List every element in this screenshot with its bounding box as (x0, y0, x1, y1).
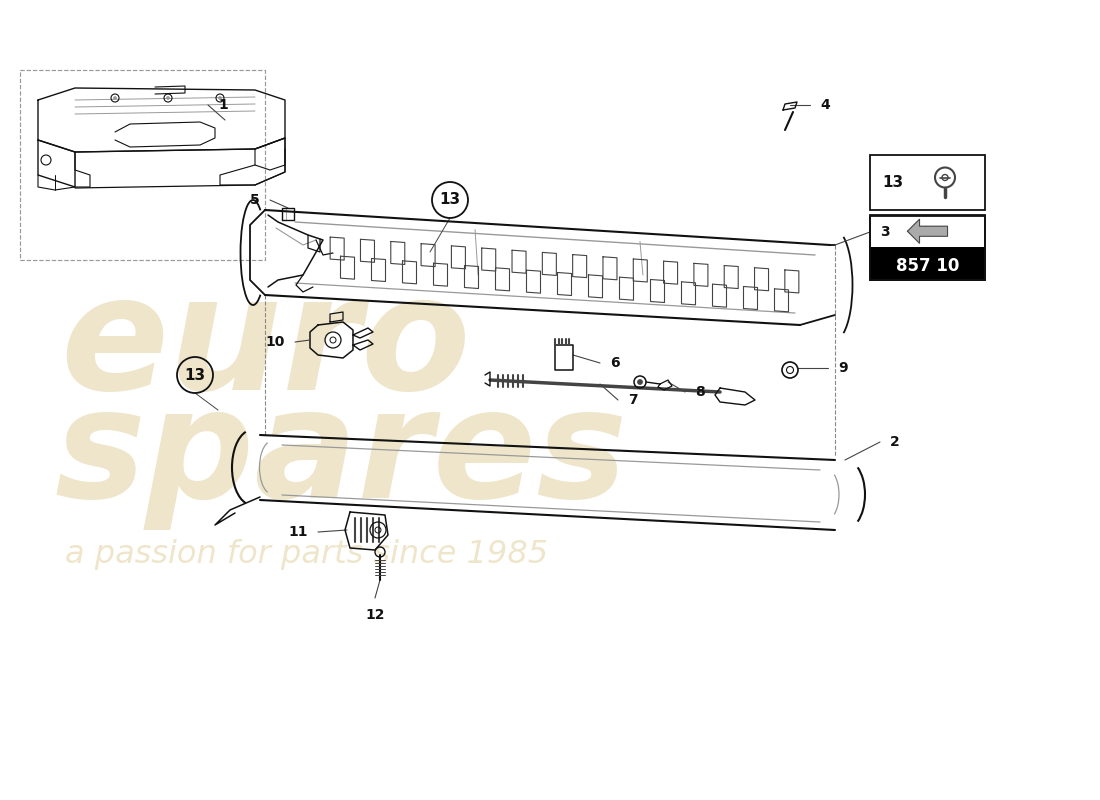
Circle shape (219, 97, 221, 99)
Text: 7: 7 (628, 393, 638, 407)
Text: 10: 10 (265, 335, 285, 349)
Text: 11: 11 (288, 525, 308, 539)
Bar (870, 248, 984, 280)
Text: 13: 13 (185, 367, 206, 382)
Text: 12: 12 (365, 608, 385, 622)
Text: 5: 5 (251, 193, 260, 207)
Text: 13: 13 (439, 193, 461, 207)
Text: 8: 8 (695, 385, 705, 399)
Text: 13: 13 (882, 175, 903, 190)
Text: euro: euro (60, 267, 471, 422)
Text: 2: 2 (890, 435, 900, 449)
Text: 9: 9 (838, 361, 848, 375)
Circle shape (113, 97, 117, 99)
Text: 3: 3 (880, 225, 890, 239)
Bar (870, 216, 984, 248)
Text: a passion for parts since 1985: a passion for parts since 1985 (65, 539, 548, 570)
Text: spares: spares (55, 381, 628, 530)
Text: 4: 4 (820, 98, 829, 112)
Polygon shape (908, 219, 947, 243)
Text: 6: 6 (610, 356, 619, 370)
Bar (870, 215, 984, 280)
Circle shape (638, 379, 642, 385)
Text: 1: 1 (218, 98, 228, 112)
Circle shape (166, 97, 169, 99)
Text: 857 10: 857 10 (895, 257, 959, 274)
Bar (870, 155, 984, 210)
